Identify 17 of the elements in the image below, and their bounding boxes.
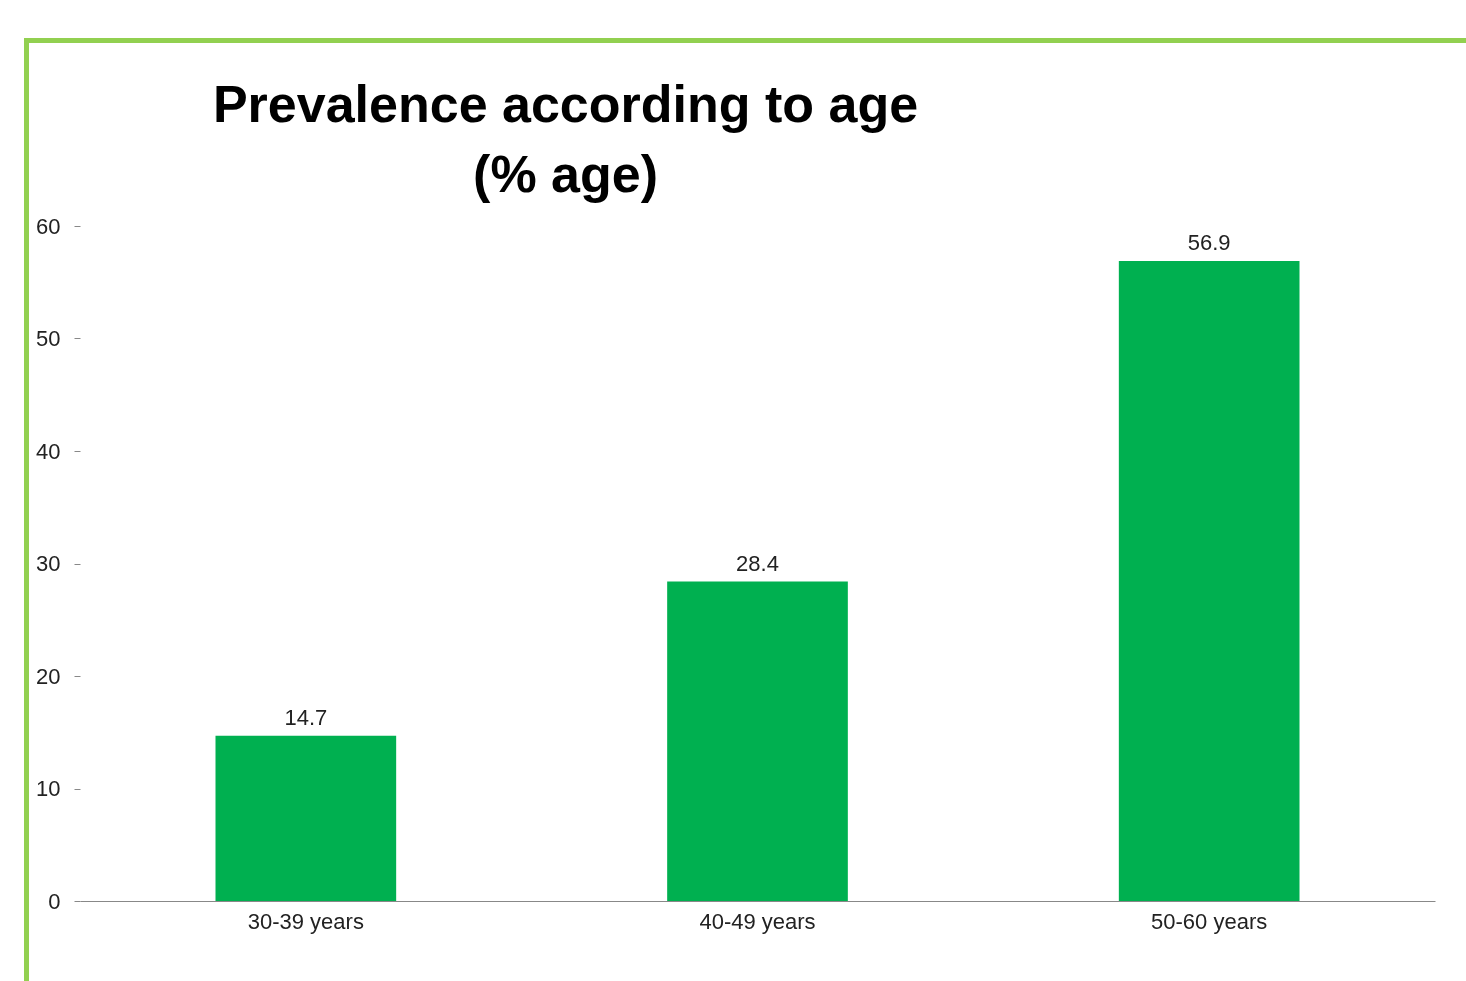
x-tick-label: 40-49 years — [699, 908, 816, 934]
y-tick-label: 0 — [48, 888, 61, 914]
y-tick-label: 10 — [36, 776, 61, 801]
y-tick-label: 20 — [36, 663, 61, 689]
bar — [215, 735, 397, 901]
x-tick-label: 50-60 years — [1151, 908, 1268, 934]
data-label: 14.7 — [284, 704, 328, 730]
y-tick-label: 40 — [36, 438, 61, 464]
bar — [667, 581, 848, 901]
x-tick-label: 30-39 years — [247, 908, 364, 934]
bar — [1118, 260, 1300, 901]
chart-title: Prevalence according to age (% age) — [212, 75, 919, 203]
y-tick-label: 50 — [36, 326, 61, 351]
y-tick-label: 60 — [36, 213, 61, 239]
y-tick-label: 30 — [36, 551, 61, 576]
data-label: 28.4 — [736, 550, 779, 576]
data-label: 56.9 — [1187, 229, 1231, 255]
